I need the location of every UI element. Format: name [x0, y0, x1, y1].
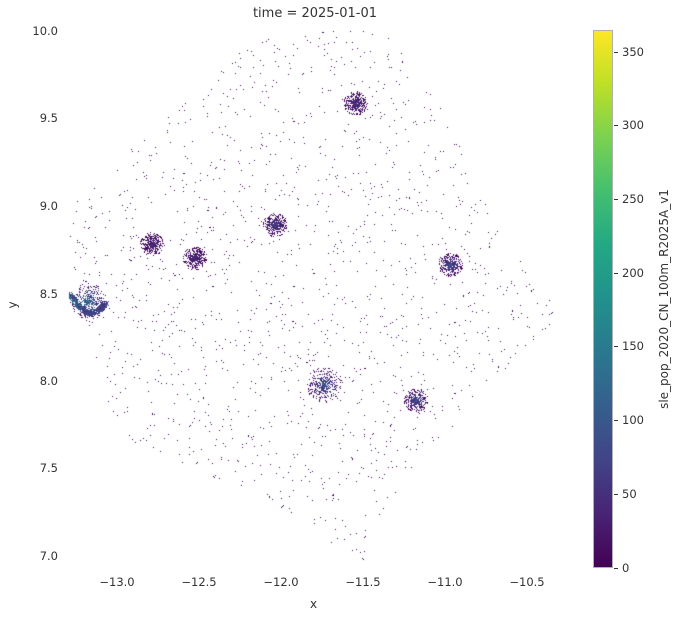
colorbar-tick-label: 100 [614, 413, 644, 427]
plot-area [65, 30, 565, 565]
chart-title: time = 2025-01-01 [252, 6, 378, 21]
x-tick-label: −12.5 [181, 575, 217, 589]
colorbar-tick-label: 250 [614, 192, 644, 206]
y-tick-label: 7.0 [39, 549, 58, 563]
y-tick-label: 8.5 [39, 287, 58, 301]
y-tick-label: 8.0 [39, 374, 58, 388]
x-axis-label: x [310, 597, 318, 611]
y-tick-label: 10.0 [32, 24, 58, 38]
x-tick-label: −12.0 [263, 575, 299, 589]
x-tick-label: −11.5 [345, 575, 381, 589]
colorbar-tick-label: 50 [614, 487, 637, 501]
x-tick-label: −13.0 [99, 575, 135, 589]
colorbar-tick-label: 200 [614, 266, 644, 280]
colorbar-label: sle_pop_2020_CN_100m_R2025A_v1 [657, 189, 671, 409]
y-tick-label: 9.0 [39, 199, 58, 213]
x-tick-label: −10.5 [509, 575, 545, 589]
y-axis-label: y [5, 301, 20, 309]
y-tick-label: 9.5 [39, 111, 58, 125]
colorbar [593, 30, 613, 568]
colorbar-tick-label: 300 [614, 118, 644, 132]
colorbar-tick-label: 150 [614, 339, 644, 353]
population-raster [65, 30, 565, 565]
y-tick-label: 7.5 [39, 461, 58, 475]
colorbar-tick-label: 350 [614, 45, 644, 59]
colorbar-tick-label: 0 [614, 561, 629, 575]
x-tick-label: −11.0 [427, 575, 463, 589]
